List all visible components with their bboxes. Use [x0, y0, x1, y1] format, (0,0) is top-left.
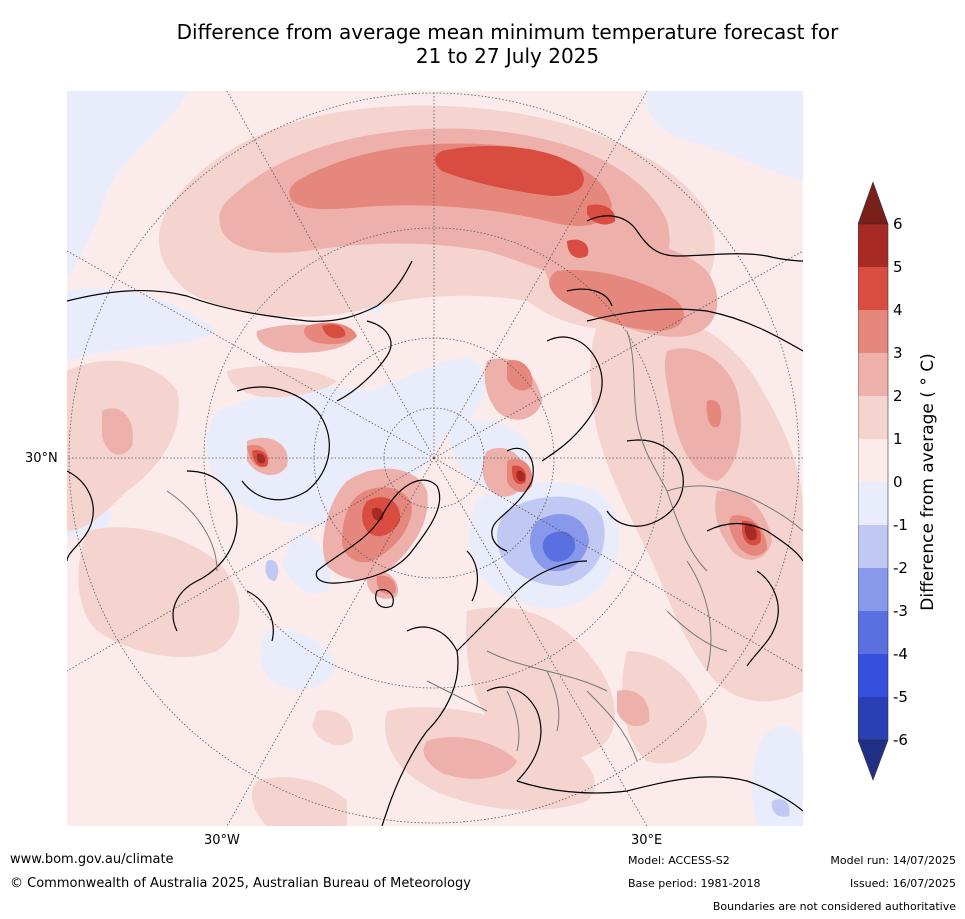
colorbar: [858, 182, 889, 781]
polar-map: [67, 91, 803, 826]
colorbar-tick-1: 1: [893, 430, 903, 448]
colorbar-tick-4: 4: [893, 301, 903, 319]
coastlines: [67, 215, 803, 826]
colorbar-bin-m5-m4: [858, 654, 888, 697]
colorbar-tick-5: 5: [893, 258, 903, 276]
colorbar-bin-m4-m3: [858, 611, 888, 654]
disclaimer-text: Boundaries are not considered authoritat…: [712, 900, 956, 913]
colorbar-tick-m4: -4: [893, 645, 908, 663]
colorbar-tick-3: 3: [893, 344, 903, 362]
issued-text: Issued: 16/07/2025: [849, 877, 956, 890]
colorbar-bin-3-4: [858, 310, 888, 353]
colorbar-over-arrow: [858, 182, 889, 225]
title-line-2: 21 to 27 July 2025: [415, 44, 600, 68]
map-canvas: [67, 91, 803, 826]
chart-title: Difference from average mean minimum tem…: [60, 20, 955, 68]
colorbar-bin-m2-m1: [858, 525, 888, 568]
title-line-1: Difference from average mean minimum tem…: [176, 20, 839, 44]
colorbar-bin-m6-m5: [858, 697, 888, 740]
colorbar-tick-0: 0: [893, 473, 903, 491]
colorbar-tick-m2: -2: [893, 559, 908, 577]
colorbar-bin-1-2: [858, 396, 888, 439]
colorbar-tick-m6: -6: [893, 731, 908, 749]
lon-30e-label: 30°E: [631, 833, 663, 848]
base-period-text: Base period: 1981-2018: [628, 877, 761, 890]
colorbar-bin-m3-m2: [858, 568, 888, 611]
colorbar-tick-m1: -1: [893, 516, 908, 534]
colorbar-tick-m5: -5: [893, 688, 908, 706]
lon-30w-label: 30°W: [204, 833, 240, 848]
country-borders: [166, 330, 803, 762]
colorbar-bin-0-1: [858, 439, 888, 482]
model-text: Model: ACCESS-S2: [628, 854, 730, 867]
colorbar-under-arrow: [858, 739, 889, 781]
colorbar-bin-5-6: [858, 224, 888, 267]
colorbar-bin-4-5: [858, 267, 888, 310]
colorbar-bin-2-3: [858, 353, 888, 396]
model-run-text: Model run: 14/07/2025: [830, 854, 956, 867]
anomaly-field-m4-m3: [542, 531, 576, 562]
colorbar-tick-2: 2: [893, 387, 903, 405]
colorbar-tick-6: 6: [893, 215, 903, 233]
colorbar-tick-m3: -3: [893, 602, 908, 620]
lat-30n-label: 30°N: [25, 451, 58, 466]
graticule: [67, 91, 803, 826]
colorbar-bin-m1-0: [858, 482, 888, 525]
website-link[interactable]: www.bom.gov.au/climate: [10, 852, 174, 867]
copyright-text: © Commonwealth of Australia 2025, Austra…: [10, 876, 471, 891]
colorbar-label: Difference from average ( ° C): [918, 353, 938, 611]
